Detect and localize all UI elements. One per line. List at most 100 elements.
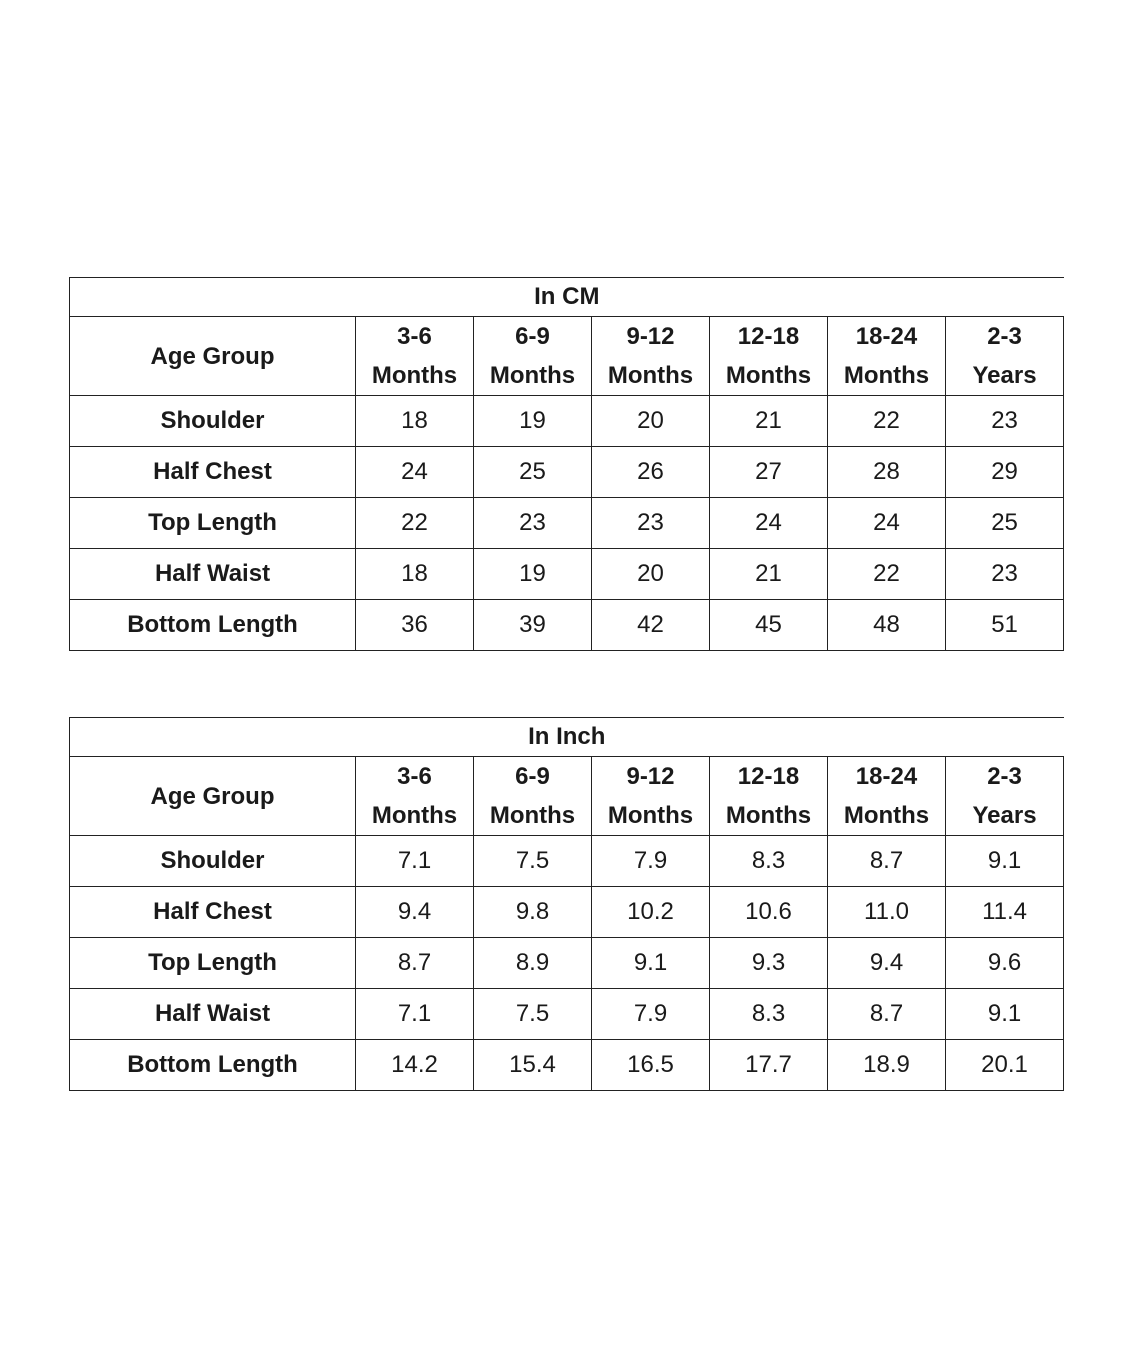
title-row: In CM — [68, 277, 1064, 317]
column-range: 2-3 — [987, 323, 1022, 350]
cell-value: 45 — [709, 599, 828, 651]
cell-value: 18 — [355, 548, 474, 600]
column-unit: Months — [725, 802, 812, 829]
row-label: Half Waist — [69, 548, 356, 600]
column-unit: Months — [489, 362, 576, 389]
header-row: Age Group 3-6 Months 6-9 Months 9-12 Months 12-… — [69, 316, 1065, 396]
cell-value: 11.4 — [944, 886, 1065, 938]
cell-value: 9.6 — [944, 937, 1065, 989]
column-range: 6-9 — [515, 323, 550, 350]
cell-value: 51 — [944, 599, 1065, 651]
cell-value: 7.9 — [591, 988, 710, 1040]
row-label: Shoulder — [69, 395, 356, 447]
cell-value: 29 — [944, 446, 1065, 498]
cell-value: 20 — [591, 548, 710, 600]
column-unit: Months — [843, 362, 930, 389]
column-unit: Months — [489, 802, 576, 829]
column-unit: Months — [725, 362, 812, 389]
cell-value: 9.3 — [709, 937, 828, 989]
column-range: 12-18 — [737, 323, 800, 350]
cell-value: 24 — [827, 497, 946, 549]
cell-value: 7.9 — [591, 835, 710, 887]
column-range: 9-12 — [626, 323, 675, 350]
column-unit: Years — [972, 362, 1037, 389]
column-header: 3-6 Months — [355, 316, 474, 396]
cell-value: 9.1 — [944, 835, 1065, 887]
column-range: 9-12 — [626, 763, 675, 790]
column-header: 6-9 Months — [473, 756, 592, 836]
table-title: In Inch — [68, 717, 1064, 757]
column-range: 18-24 — [855, 763, 918, 790]
column-header: 2-3 Years — [944, 756, 1065, 836]
cell-value: 7.1 — [355, 988, 474, 1040]
row-label: Top Length — [69, 937, 356, 989]
column-header: 12-18 Months — [709, 316, 828, 396]
header-label: Age Group — [69, 316, 356, 396]
cell-value: 22 — [827, 395, 946, 447]
cell-value: 48 — [827, 599, 946, 651]
cell-value: 8.7 — [355, 937, 474, 989]
cell-value: 24 — [709, 497, 828, 549]
cell-value: 23 — [591, 497, 710, 549]
column-unit: Months — [371, 362, 458, 389]
cell-value: 24 — [355, 446, 474, 498]
cell-value: 19 — [473, 548, 592, 600]
column-range: 3-6 — [397, 763, 432, 790]
table-row: Half Waist 7.1 7.5 7.9 8.3 8.7 9.1 — [69, 988, 1065, 1040]
size-table-inch: In Inch Age Group 3-6 Months 6-9 Months 9-12 Mo… — [68, 717, 1065, 1091]
table-row: Shoulder 7.1 7.5 7.9 8.3 8.7 9.1 — [69, 835, 1065, 887]
column-unit: Years — [972, 802, 1037, 829]
cell-value: 39 — [473, 599, 592, 651]
cell-value: 10.2 — [591, 886, 710, 938]
cell-value: 15.4 — [473, 1039, 592, 1091]
cell-value: 10.6 — [709, 886, 828, 938]
column-header: 18-24 Months — [827, 316, 946, 396]
table-row: Half Waist 18 19 20 21 22 23 — [69, 548, 1065, 600]
cell-value: 21 — [709, 395, 828, 447]
cell-value: 14.2 — [355, 1039, 474, 1091]
column-unit: Months — [843, 802, 930, 829]
column-range: 2-3 — [987, 763, 1022, 790]
column-header: 3-6 Months — [355, 756, 474, 836]
table-row: Top Length 8.7 8.9 9.1 9.3 9.4 9.6 — [69, 937, 1065, 989]
cell-value: 9.1 — [944, 988, 1065, 1040]
row-label: Half Chest — [69, 886, 356, 938]
cell-value: 20 — [591, 395, 710, 447]
cell-value: 22 — [827, 548, 946, 600]
column-header: 12-18 Months — [709, 756, 828, 836]
cell-value: 9.4 — [355, 886, 474, 938]
cell-value: 36 — [355, 599, 474, 651]
cell-value: 8.9 — [473, 937, 592, 989]
cell-value: 7.5 — [473, 835, 592, 887]
cell-value: 25 — [473, 446, 592, 498]
table-row: Bottom Length 36 39 42 45 48 51 — [69, 599, 1065, 651]
column-range: 12-18 — [737, 763, 800, 790]
table-row: Shoulder 18 19 20 21 22 23 — [69, 395, 1065, 447]
cell-value: 22 — [355, 497, 474, 549]
column-header: 9-12 Months — [591, 756, 710, 836]
table-row: Bottom Length 14.2 15.4 16.5 17.7 18.9 20.1 — [69, 1039, 1065, 1091]
cell-value: 19 — [473, 395, 592, 447]
column-range: 18-24 — [855, 323, 918, 350]
cell-value: 9.1 — [591, 937, 710, 989]
table-row: Half Chest 24 25 26 27 28 29 — [69, 446, 1065, 498]
cell-value: 20.1 — [944, 1039, 1065, 1091]
cell-value: 42 — [591, 599, 710, 651]
title-row: In Inch — [68, 717, 1064, 757]
column-header: 18-24 Months — [827, 756, 946, 836]
row-label: Bottom Length — [69, 599, 356, 651]
cell-value: 27 — [709, 446, 828, 498]
cell-value: 26 — [591, 446, 710, 498]
cell-value: 7.5 — [473, 988, 592, 1040]
row-label: Bottom Length — [69, 1039, 356, 1091]
column-unit: Months — [371, 802, 458, 829]
column-header: 9-12 Months — [591, 316, 710, 396]
cell-value: 8.3 — [709, 988, 828, 1040]
cell-value: 11.0 — [827, 886, 946, 938]
row-label: Half Waist — [69, 988, 356, 1040]
cell-value: 18 — [355, 395, 474, 447]
cell-value: 8.3 — [709, 835, 828, 887]
table-title: In CM — [68, 277, 1064, 317]
cell-value: 25 — [944, 497, 1065, 549]
cell-value: 23 — [944, 395, 1065, 447]
